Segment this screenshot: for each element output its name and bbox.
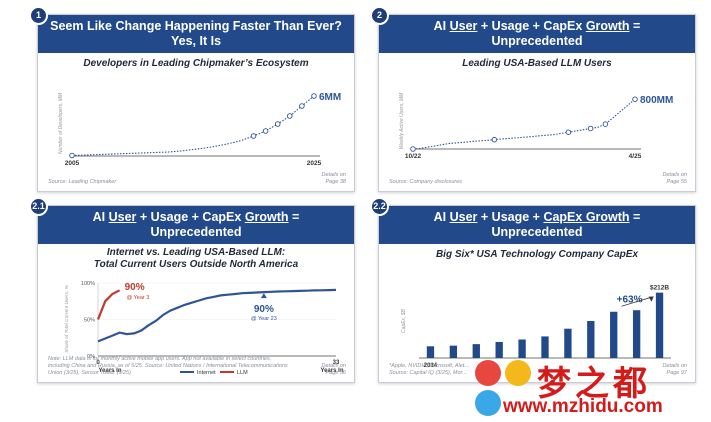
x-axis-label-start: Years In [98, 368, 121, 374]
legend-label-llm: LLM [237, 370, 248, 376]
data-point [410, 146, 416, 152]
bar [610, 311, 618, 358]
data-point [587, 125, 594, 132]
details-link[interactable]: Details on Page 56 [321, 363, 346, 376]
data-point [602, 121, 609, 127]
chart-subtitle: Developers in Leading Chipmaker’s Ecosys… [83, 58, 309, 69]
y-tick-label: 0% [87, 354, 95, 360]
bar [495, 341, 503, 358]
x-tick-start: 2005 [65, 160, 80, 167]
chart-subtitle: Leading USA-Based LLM Users [462, 58, 612, 69]
y-axis-label: Share of Total Current Users, % [64, 284, 70, 353]
bar [426, 346, 435, 358]
panel-title-line1: Seem Like Change Happening Faster Than E… [50, 19, 342, 33]
data-point [262, 128, 269, 134]
growth-arrow-head [648, 296, 654, 302]
panel-title-line2: Yes, It Is [170, 34, 222, 48]
panel-llm-users: 2 AI User + Usage + CapEx Growth = Unpre… [370, 6, 696, 192]
details-link[interactable]: Details on Page 97 [662, 363, 687, 376]
data-point [287, 113, 293, 119]
bar [587, 321, 595, 358]
watermark: 梦之都 www.mzhidu.com [475, 356, 711, 420]
y-axis-label: CapEx, $B [401, 308, 407, 333]
chart-capex: CapEx, $B 2014 $212B +63% [401, 285, 671, 369]
watermark-bubble-blue [475, 390, 501, 416]
details-link[interactable]: Details on Page 55 [662, 172, 687, 185]
watermark-url: www.mzhidu.com [503, 396, 663, 417]
series-line-internet [97, 288, 337, 343]
panel-badge: 2 [370, 6, 389, 25]
data-point [69, 152, 75, 159]
y-tick-label: 100% [81, 281, 95, 287]
panel-badge: 2.2 [370, 197, 389, 216]
footnote: Source: Leading Chipmaker [48, 179, 117, 185]
end-value-label: 800MM [640, 95, 673, 106]
x-tick-end: 4/25 [629, 153, 642, 160]
legend-label-internet: Internet [197, 370, 216, 376]
panel-badge: 1 [29, 6, 48, 25]
panel-title-line2: Unprecedented [150, 225, 242, 239]
bar [632, 310, 641, 358]
data-point [491, 136, 498, 143]
data-point [274, 121, 281, 127]
bar [472, 344, 480, 358]
data-point [299, 103, 305, 109]
details-link[interactable]: Details on Page 38 [321, 172, 346, 185]
series-line [412, 98, 636, 150]
panel-title-line2: Unprecedented [491, 34, 583, 48]
x-tick-start: 10/22 [405, 153, 422, 160]
footnote: Source: Company disclosures [389, 179, 463, 185]
bar [541, 336, 549, 358]
data-point [311, 93, 317, 99]
bar [518, 339, 526, 358]
y-tick-label: 50% [84, 318, 95, 324]
panel-header: AI User + Usage + CapEx Growth = Unprece… [379, 206, 695, 244]
bar [564, 328, 572, 358]
footnote: Note: LLM data is for monthly active mob… [48, 356, 288, 376]
x-tick-end: 33 [333, 360, 340, 366]
chart-internet-vs-llm: 100% 50% 0% Share of Total Current Users, %… [64, 281, 344, 376]
x-axis-label-end: Years In [320, 368, 343, 374]
end-value-label: 6MM [319, 92, 341, 103]
footnote: *Apple, NVIDIA, Microsoft, Alet... Sourc… [389, 363, 469, 376]
panel-title-line1: AI User + Usage + CapEx Growth = [433, 19, 641, 33]
growth-arrow [621, 296, 654, 307]
growth-label: +63% [617, 295, 643, 306]
x-tick-end: 2025 [307, 160, 322, 167]
data-point [250, 133, 257, 139]
series-line-llm [96, 289, 121, 320]
watermark-bubble-red [475, 360, 501, 386]
data-point [632, 96, 638, 102]
bar [449, 345, 458, 358]
panel-internet-vs-llm: 2.1 AI User + Usage + CapEx Growth = Unp… [29, 197, 355, 383]
x-tick-start: 2014 [424, 363, 438, 369]
data-point [565, 129, 572, 135]
panel-title-line1: AI User + Usage + CapEx Growth = [92, 210, 300, 224]
x-tick-start: 0 [96, 360, 100, 366]
panel-header: Seem Like Change Happening Faster Than E… [38, 15, 354, 53]
panel-capex: 2.2 AI User + Usage + CapEx Growth = Unp… [370, 197, 696, 383]
panel-title-line1: AI User + Usage + CapEx Growth = [433, 210, 641, 224]
internet-annotation-value: 90% [254, 304, 274, 315]
watermark-bubble-yellow [505, 360, 531, 386]
panel-header: AI User + Usage + CapEx Growth = Unprece… [379, 15, 695, 53]
panel-developers: 1 Seem Like Change Happening Faster Than… [29, 6, 355, 192]
bar-value-label: $212B [650, 285, 669, 292]
y-axis-label: Weekly Active Users, MM [399, 92, 405, 150]
y-axis-label: Number of Developers, MM [58, 92, 64, 154]
llm-annotation-value: 90% [125, 282, 145, 293]
internet-annotation-sub: @ Year 23 [251, 316, 277, 322]
bar [655, 292, 664, 358]
watermark-brand: 梦之都 [537, 364, 651, 404]
panel-badge: 2.1 [29, 197, 48, 216]
chart-subtitle: Big Six* USA Technology Company CapEx [435, 249, 639, 260]
panel-header: AI User + Usage + CapEx Growth = Unprece… [38, 206, 354, 244]
internet-annotation-marker [260, 293, 267, 299]
chart-subtitle: Internet vs. Leading USA-Based LLM: Tota… [93, 247, 299, 270]
llm-annotation-sub: @ Year 3 [127, 295, 150, 301]
panel-title-line2: Unprecedented [491, 225, 583, 239]
